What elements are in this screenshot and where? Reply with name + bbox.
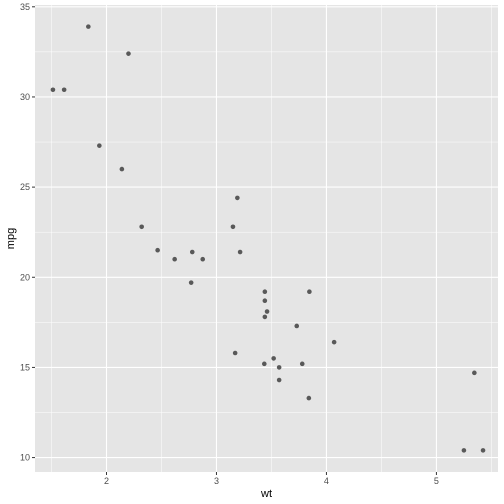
x-tick-label: 2 [104,476,109,486]
data-point [172,256,177,262]
x-tick-label: 3 [214,476,219,486]
y-tick-label: 20 [20,272,30,282]
y-axis-title: mpg [5,228,17,249]
x-tick-label: 4 [324,476,329,486]
data-point [294,323,300,329]
data-point [61,87,67,93]
y-tick-label: 15 [20,362,30,372]
data-point [126,51,131,56]
x-axis-title: wt [260,488,272,500]
data-point [472,370,477,376]
data-point [230,224,236,230]
data-point [262,361,267,367]
data-point [306,395,312,401]
data-point [276,365,282,370]
data-point [200,256,206,262]
data-point [119,166,125,172]
data-point [86,24,91,29]
data-point [237,249,243,255]
data-point [188,280,194,285]
data-point [262,314,268,320]
data-point [331,339,337,345]
data-point [235,195,240,201]
y-tick-label: 10 [20,453,30,463]
data-point [50,87,56,93]
data-point [189,249,195,255]
y-tick-label: 35 [20,2,30,12]
data-point [232,350,238,356]
data-point [139,224,144,230]
data-point [299,361,305,367]
data-point [262,298,268,304]
y-tick-label: 25 [20,182,30,192]
data-point [264,309,270,314]
data-point [155,247,160,253]
data-points [50,24,486,453]
y-tick-label: 30 [20,92,30,102]
data-point [262,289,268,294]
x-axis: 2 3 4 5 [104,472,439,486]
data-point [307,289,312,294]
plot-panel [35,5,498,472]
x-tick-label: 5 [434,476,439,486]
data-point [276,377,282,383]
major-gridlines [35,5,498,472]
data-point [480,448,486,453]
minor-gridlines [35,5,498,472]
data-point [271,356,276,361]
data-point [97,143,102,148]
y-axis: 10 15 20 25 30 35 [20,2,35,463]
data-point [461,448,467,453]
